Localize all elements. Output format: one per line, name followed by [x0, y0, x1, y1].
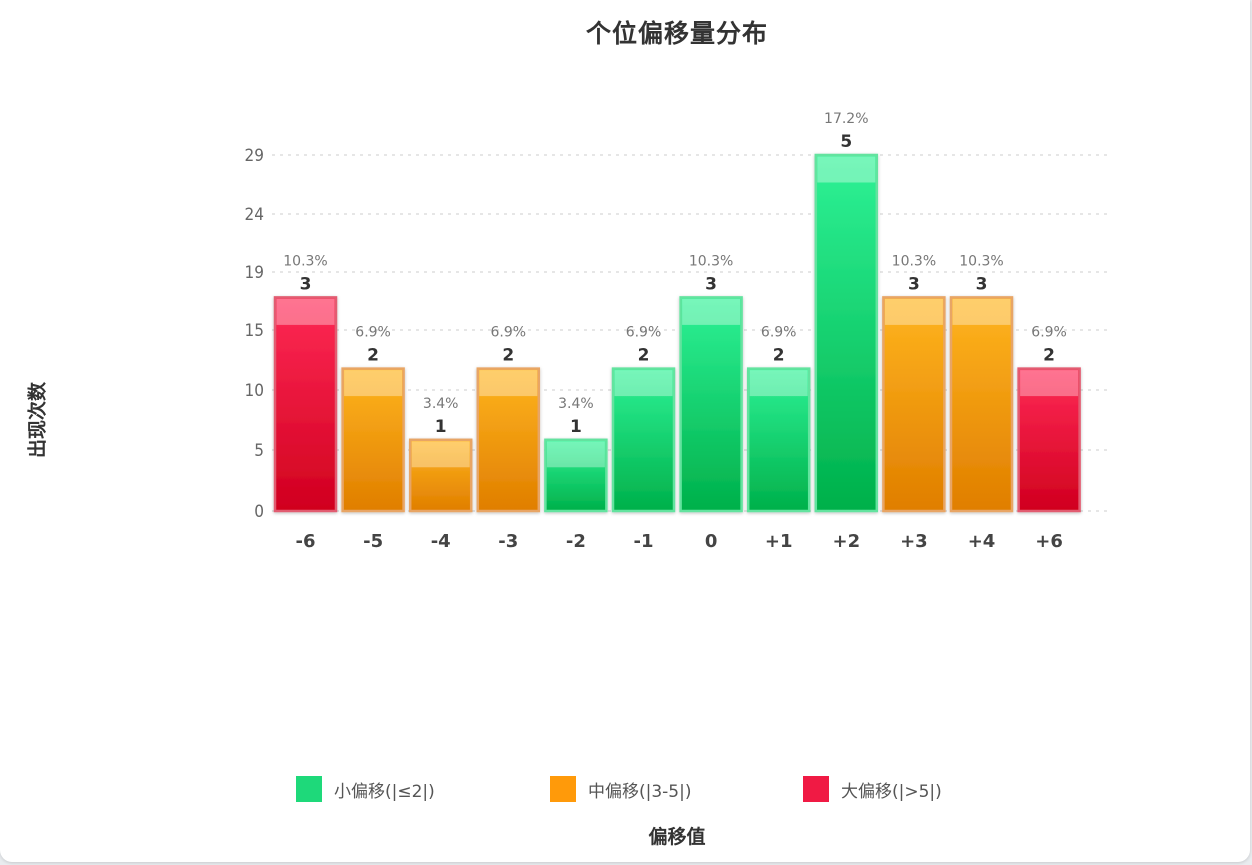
chart-title: 个位偏移量分布: [585, 19, 768, 48]
y-tick-label: 10: [245, 381, 264, 401]
bar-+3[interactable]: [882, 296, 946, 513]
legend-label-large: 大偏移(|>5|): [841, 781, 942, 802]
bar-percent-label: 10.3%: [959, 253, 1003, 269]
bar-value-label: 2: [638, 346, 650, 366]
bar-value-label: 2: [773, 346, 785, 366]
bar-value-label: 2: [1043, 346, 1055, 366]
bar-value-label: 3: [300, 274, 312, 294]
bar-percent-label: 10.3%: [283, 253, 327, 269]
y-axis-ticks: 0 5 10 15 19 24 29: [245, 146, 264, 522]
legend-label-medium: 中偏移(|3-5|): [588, 781, 692, 802]
legend-swatch-small: [296, 776, 322, 802]
legend-swatch-large: [803, 776, 829, 802]
bar--5[interactable]: [341, 367, 405, 513]
bar-percent-label: 6.9%: [355, 325, 391, 341]
y-tick-label: 0: [254, 502, 264, 522]
bar-chart: 0 5 10 15 19 24 29 3 10.3% 2 6.9% 1 3.4% 2 6.9% 1 3.4% 2…: [245, 111, 1112, 552]
bar-percent-label: 10.3%: [689, 253, 733, 269]
bar-percent-label: 6.9%: [1031, 325, 1067, 341]
x-axis-label: 偏移值: [648, 826, 706, 848]
legend: 小偏移(|≤2|) 中偏移(|3-5|) 大偏移(|>5|): [0, 774, 1250, 804]
bar-labels: 3 10.3% 2 6.9% 1 3.4% 2 6.9% 1 3.4% 2 6.9% 3 10.3% 2 6.…: [283, 111, 1067, 437]
x-tick-label: +3: [900, 531, 928, 552]
bar-+1[interactable]: [746, 367, 811, 513]
legend-swatch-medium: [550, 776, 576, 802]
bar-value-label: 2: [367, 346, 379, 366]
bar--6[interactable]: [273, 296, 338, 513]
y-tick-label: 29: [245, 146, 264, 166]
x-tick-label: +4: [968, 531, 996, 552]
bar--2[interactable]: [544, 438, 608, 513]
x-tick-label: +1: [765, 531, 793, 552]
x-axis-ticks: -6 -5 -4 -3 -2 -1 0 +1 +2 +3 +4 +6: [296, 531, 1063, 552]
x-tick-label: -2: [566, 531, 586, 552]
bar-value-label: 3: [976, 274, 988, 294]
bars: [273, 153, 1081, 513]
x-tick-label: -1: [634, 531, 654, 552]
bar--1[interactable]: [611, 367, 676, 513]
bar-+6[interactable]: [1017, 367, 1081, 513]
y-tick-label: 24: [245, 205, 264, 225]
legend-item-small[interactable]: 小偏移(|≤2|): [296, 774, 435, 804]
legend-item-medium[interactable]: 中偏移(|3-5|): [550, 774, 692, 804]
x-tick-label: +6: [1035, 531, 1063, 552]
bar-percent-label: 6.9%: [626, 325, 662, 341]
legend-item-large[interactable]: 大偏移(|>5|): [803, 774, 942, 804]
bar-percent-label: 17.2%: [824, 111, 868, 127]
bar-value-label: 2: [502, 346, 514, 366]
bar--3[interactable]: [476, 367, 541, 513]
bar-0[interactable]: [679, 296, 743, 513]
bar-percent-label: 3.4%: [558, 396, 594, 412]
bar-percent-label: 6.9%: [761, 325, 797, 341]
y-tick-label: 15: [245, 321, 264, 341]
bar-value-label: 3: [705, 274, 717, 294]
x-tick-label: 0: [705, 531, 718, 552]
x-tick-label: -5: [363, 531, 383, 552]
y-tick-label: 5: [254, 441, 264, 461]
bar--4[interactable]: [408, 438, 473, 513]
bar-percent-label: 6.9%: [491, 325, 527, 341]
bar-percent-label: 10.3%: [892, 253, 936, 269]
bar-percent-label: 3.4%: [423, 396, 459, 412]
bar-value-label: 1: [570, 417, 582, 437]
bar-value-label: 3: [908, 274, 920, 294]
x-tick-label: -6: [296, 531, 316, 552]
x-tick-label: +2: [832, 531, 860, 552]
x-tick-label: -3: [498, 531, 518, 552]
bar-value-label: 1: [435, 417, 447, 437]
x-tick-label: -4: [431, 531, 451, 552]
legend-label-small: 小偏移(|≤2|): [334, 781, 435, 802]
bar-value-label: 5: [840, 132, 852, 152]
bar-+2[interactable]: [814, 153, 879, 513]
y-tick-label: 19: [245, 263, 264, 283]
bar-+4[interactable]: [949, 296, 1014, 513]
